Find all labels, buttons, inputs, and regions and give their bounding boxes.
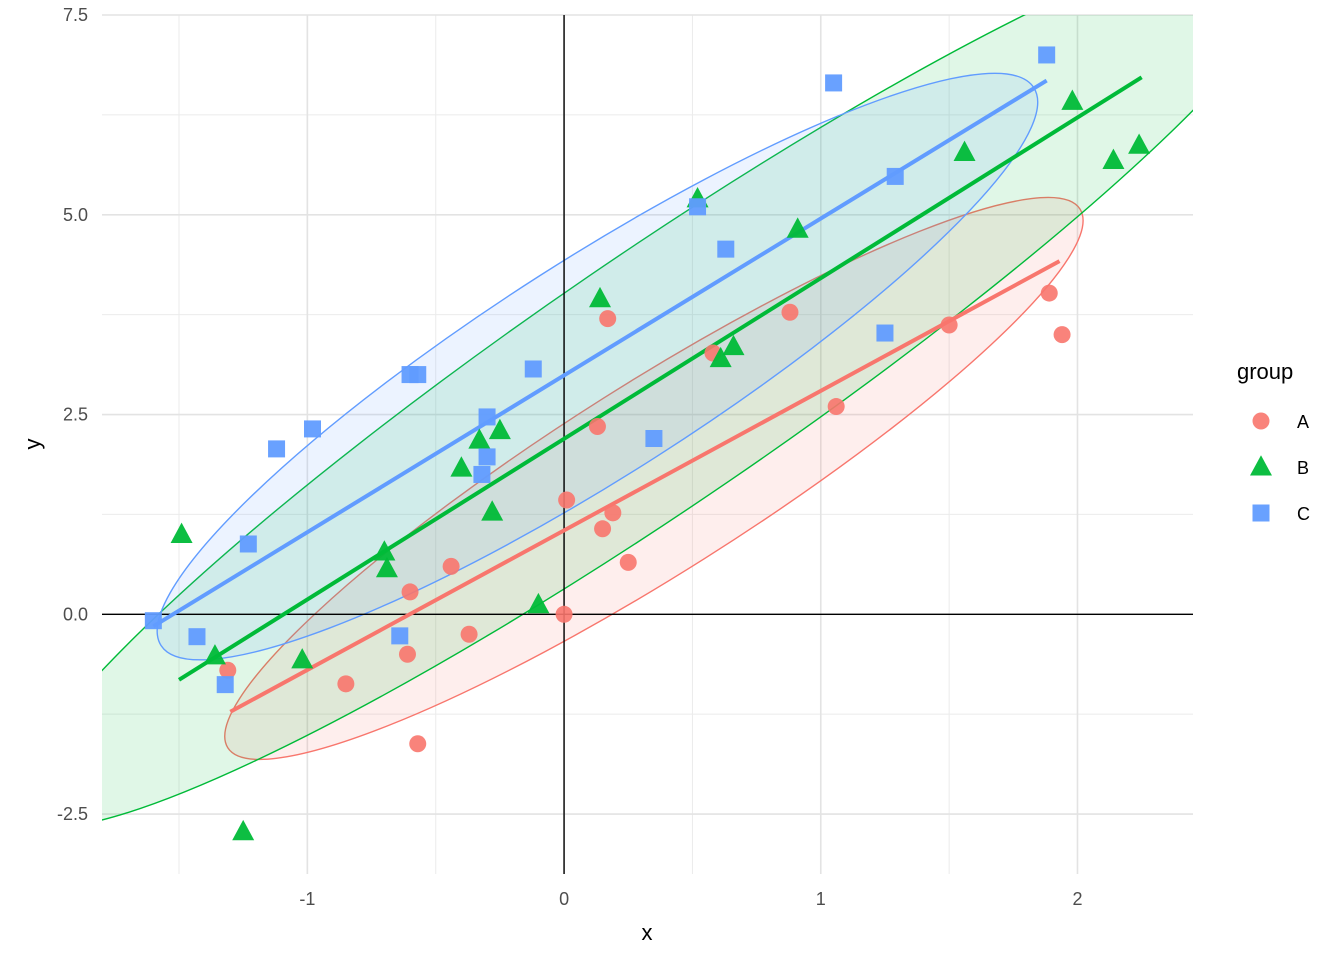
data-point-A <box>599 310 617 328</box>
data-point-C <box>876 324 894 342</box>
data-point-B <box>291 648 314 669</box>
x-tick-label: -1 <box>299 889 315 909</box>
data-point-C <box>524 360 542 378</box>
data-point-A <box>460 625 478 643</box>
data-point-A <box>619 553 637 571</box>
data-point-A <box>781 303 799 321</box>
data-point-A <box>594 520 612 538</box>
data-points <box>144 46 1151 841</box>
data-point-C <box>473 465 491 483</box>
data-point-A <box>401 583 419 601</box>
data-point-B <box>1128 133 1151 154</box>
data-point-C <box>391 627 409 645</box>
legend-label-B: B <box>1297 458 1309 478</box>
data-point-A <box>827 398 845 416</box>
data-point-A <box>588 418 606 436</box>
confidence-ellipses <box>102 15 1193 829</box>
data-point-A <box>409 735 427 753</box>
data-point-C <box>239 535 257 553</box>
data-point-A <box>219 661 237 679</box>
x-tick-label: 2 <box>1072 889 1082 909</box>
y-tick-label: 0.0 <box>63 604 88 624</box>
data-point-C <box>645 430 663 448</box>
y-tick-label: -2.5 <box>57 804 88 824</box>
data-point-C <box>303 420 321 438</box>
legend-label-C: C <box>1297 504 1310 524</box>
data-point-B <box>488 418 511 440</box>
data-point-C <box>478 408 496 426</box>
legend-key-B <box>1250 455 1272 476</box>
data-point-B <box>481 500 504 521</box>
data-point-A <box>1040 284 1058 302</box>
data-point-B <box>450 456 473 477</box>
data-point-A <box>604 504 622 522</box>
data-point-C <box>1038 46 1056 64</box>
data-point-A <box>337 675 355 693</box>
y-tick-label: 2.5 <box>63 405 88 425</box>
data-point-C <box>268 440 286 458</box>
ellipse-A <box>224 196 1084 761</box>
data-point-B <box>709 346 732 368</box>
data-point-B <box>203 644 226 665</box>
legend-label-A: A <box>1297 412 1309 432</box>
axis-ticks: -1 0 1 2 -2.5 0.0 2.5 5.0 7.5 <box>57 5 1083 909</box>
data-point-C <box>409 366 427 384</box>
data-point-B <box>786 217 809 238</box>
data-point-C <box>478 448 496 466</box>
y-tick-label: 5.0 <box>63 205 88 225</box>
data-point-C <box>825 74 843 92</box>
x-tick-label: 0 <box>559 889 569 909</box>
data-point-C <box>886 167 904 185</box>
data-point-A <box>442 557 460 575</box>
data-point-B <box>1061 89 1084 110</box>
data-point-B <box>375 556 398 578</box>
data-point-C <box>717 240 735 258</box>
data-point-A <box>1053 326 1071 344</box>
data-point-A <box>398 645 416 663</box>
data-point-B <box>232 819 255 841</box>
data-point-B <box>722 334 745 356</box>
data-point-B <box>373 540 396 561</box>
x-tick-label: 1 <box>816 889 826 909</box>
data-point-C <box>144 612 162 630</box>
ellipse-B <box>102 15 1193 829</box>
data-point-B <box>468 428 491 449</box>
data-point-C <box>216 676 234 694</box>
legend-key-A <box>1252 412 1270 430</box>
y-tick-label: 7.5 <box>63 5 88 25</box>
legend: group A B C <box>1237 359 1310 524</box>
data-point-A <box>940 316 958 334</box>
data-point-A <box>558 491 576 509</box>
fit-line-B <box>177 75 1143 682</box>
legend-title: group <box>1237 359 1293 384</box>
legend-key-C <box>1252 504 1270 522</box>
data-point-B <box>1102 148 1125 169</box>
data-point-A <box>555 605 573 623</box>
data-point-C <box>689 198 707 216</box>
data-point-B <box>589 286 612 308</box>
data-point-B <box>170 522 193 543</box>
data-point-B <box>527 592 550 614</box>
data-point-B <box>953 140 976 161</box>
x-axis-title: x <box>642 920 653 945</box>
fit-line-A <box>229 259 1061 714</box>
y-axis-title: y <box>20 439 45 450</box>
data-point-C <box>188 628 206 646</box>
